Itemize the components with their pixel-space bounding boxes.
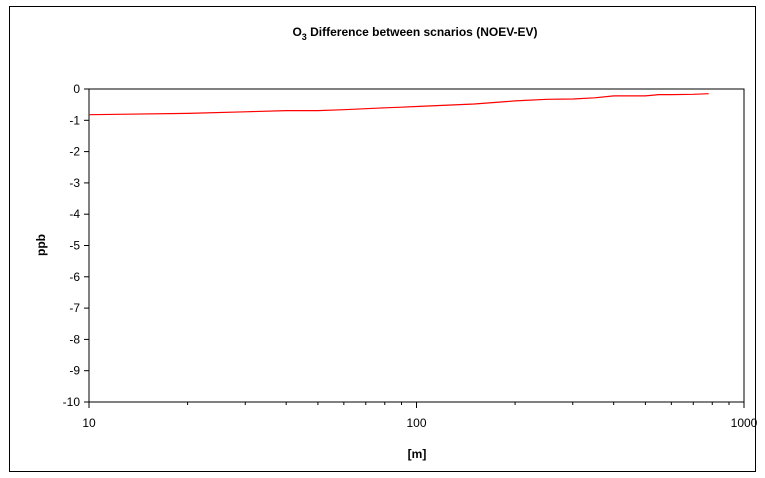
x-axis: 10 100 1000 xyxy=(82,402,758,430)
y-tick-label: -1 xyxy=(69,113,80,127)
x-tick-label: 100 xyxy=(406,416,426,430)
y-axis: 0 -1 -2 -3 -4 -5 -6 -7 -8 -9 -10 xyxy=(63,82,89,409)
chart-title: O3 Difference between scnarios (NOEV-EV) xyxy=(292,25,537,42)
y-tick-label: -2 xyxy=(69,145,80,159)
y-axis-label: ppb xyxy=(34,234,48,256)
y-tick-label: -8 xyxy=(69,332,80,346)
y-tick-label: -6 xyxy=(69,270,80,284)
x-tick-label: 10 xyxy=(82,416,96,430)
series-layer xyxy=(88,93,709,116)
series-line xyxy=(88,93,709,116)
chart-title-rest: Difference between scnarios (NOEV-EV) xyxy=(307,25,538,39)
y-tick-label: -4 xyxy=(69,207,80,221)
chart-title-main: O xyxy=(292,25,301,39)
y-tick-label: -3 xyxy=(69,176,80,190)
chart-title-subscript: 3 xyxy=(302,32,307,42)
y-tick-label: -5 xyxy=(69,239,80,253)
y-tick-label: -7 xyxy=(69,301,80,315)
x-axis-label: [m] xyxy=(408,447,427,461)
y-tick-label: -10 xyxy=(63,395,81,409)
y-tick-label: 0 xyxy=(73,82,80,96)
plot-area xyxy=(88,88,745,403)
x-tick-label: 1000 xyxy=(731,416,758,430)
y-tick-label: -9 xyxy=(69,364,80,378)
